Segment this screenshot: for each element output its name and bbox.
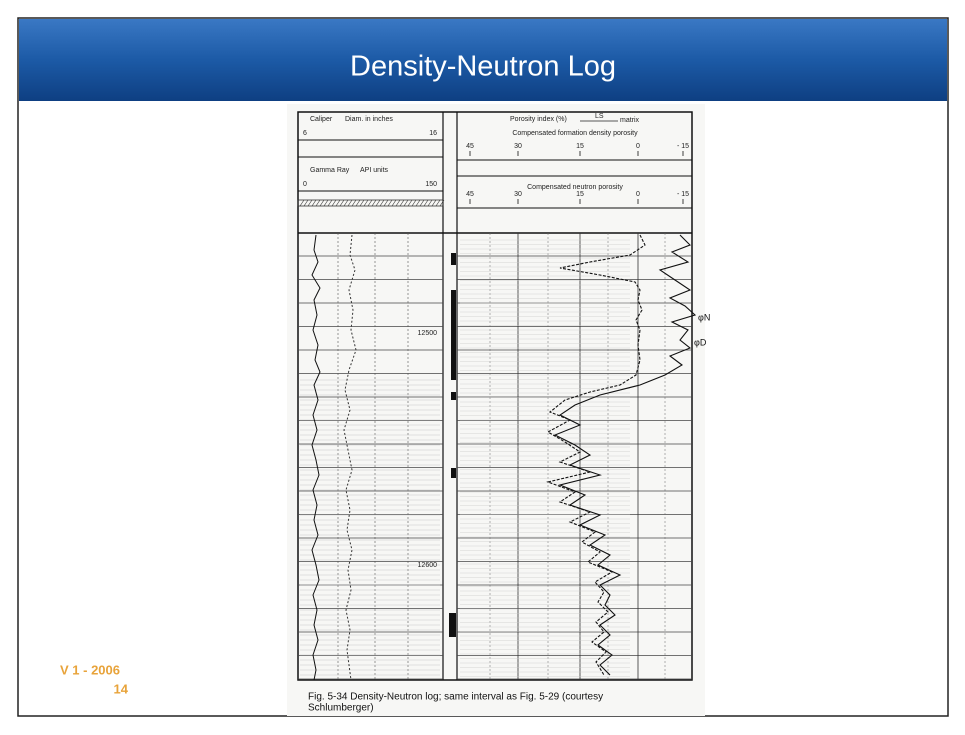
hatch-line (307, 199, 313, 207)
hatch-line (379, 199, 385, 207)
scale-label: 30 (514, 143, 522, 150)
hatch-line (439, 199, 445, 207)
hatch-line (415, 199, 421, 207)
gamma-scale-min: 0 (303, 181, 307, 188)
gamma-units: API units (360, 167, 389, 174)
hatch-line (311, 199, 317, 207)
hatch-line (427, 199, 433, 207)
hatch-line (375, 199, 381, 207)
gamma-label: Gamma Ray (310, 167, 350, 174)
slide-title: Density-Neutron Log (350, 51, 616, 83)
gamma-scale-max: 150 (425, 181, 437, 188)
hatch-line (435, 199, 441, 207)
porosity-label: Porosity index (%) (510, 116, 567, 123)
matrix-label: matrix (620, 117, 640, 124)
hatch-line (395, 199, 401, 207)
hatch-line (323, 199, 329, 207)
scale-label: 0 (636, 143, 640, 150)
caliper-curve (311, 234, 321, 681)
depth-marker (451, 392, 456, 400)
hatch-line (419, 199, 425, 207)
curve-label: φN (698, 312, 710, 322)
hatch (299, 199, 445, 207)
depth-marker (451, 290, 456, 380)
hatch-line (319, 199, 325, 207)
scale-label: 15 (576, 143, 584, 150)
hatch-line (359, 199, 365, 207)
matrix-value: LS (595, 113, 604, 120)
hatch-line (403, 199, 409, 207)
hatch-line (371, 199, 377, 207)
hatch-line (391, 199, 397, 207)
caliper-scale-max: 16 (429, 130, 437, 137)
hatch-line (387, 199, 393, 207)
hatch-line (407, 199, 413, 207)
log-grid (298, 233, 692, 680)
hatch-line (339, 199, 345, 207)
density-label: Compensated formation density porosity (512, 130, 638, 137)
hatch-line (343, 199, 349, 207)
hatch-line (367, 199, 373, 207)
hatch-line (331, 199, 337, 207)
depth-label: 12600 (418, 562, 438, 569)
log-frame (297, 111, 693, 681)
page-number: 14 (114, 681, 129, 696)
hatch-line (399, 199, 405, 207)
density-scale: 45 30 15 0 - 15 (466, 143, 689, 156)
caliper-units: Diam. in inches (345, 116, 393, 123)
hatch-line (303, 199, 309, 207)
hatch-line (355, 199, 361, 207)
scale-label: - 15 (677, 143, 689, 150)
caliper-scale-min: 6 (303, 130, 307, 137)
hatch-line (299, 199, 305, 207)
scale-label: 45 (466, 143, 474, 150)
version: V 1 - 2006 (60, 662, 120, 677)
depth-marker (451, 468, 456, 478)
header-bar (19, 19, 947, 101)
scale-label: 45 (466, 191, 474, 198)
hatch-line (383, 199, 389, 207)
gamma-curve (343, 234, 357, 681)
log-figure: Caliper Diam. in inches 6 16 Gamma Ray A… (287, 104, 710, 716)
curve-label: φD (694, 337, 707, 347)
hatch-line (411, 199, 417, 207)
neutron-curve (553, 234, 697, 676)
hatch-line (335, 199, 341, 207)
scale-label: 0 (636, 191, 640, 198)
caption: Schlumberger) (308, 703, 374, 714)
caliper-label: Caliper (310, 116, 333, 123)
caption: Fig. 5-34 Density-Neutron log; same inte… (308, 692, 603, 703)
scale-label: - 15 (677, 191, 689, 198)
depth-marker (449, 613, 456, 637)
hatch-line (363, 199, 369, 207)
hatch-line (431, 199, 437, 207)
hatch-line (351, 199, 357, 207)
hatch-strip (297, 199, 444, 207)
neutron-label: Compensated neutron porosity (527, 184, 623, 191)
hatch-line (347, 199, 353, 207)
neutron-scale: 45 30 15 0 - 15 (466, 191, 689, 204)
scale-label: 30 (514, 191, 522, 198)
hatch-line (327, 199, 333, 207)
scale-label: 15 (576, 191, 584, 198)
hatch-line (423, 199, 429, 207)
depth-marker (451, 253, 456, 265)
density-curve (546, 234, 646, 676)
hatch-line (315, 199, 321, 207)
depth-label: 12500 (418, 330, 438, 337)
